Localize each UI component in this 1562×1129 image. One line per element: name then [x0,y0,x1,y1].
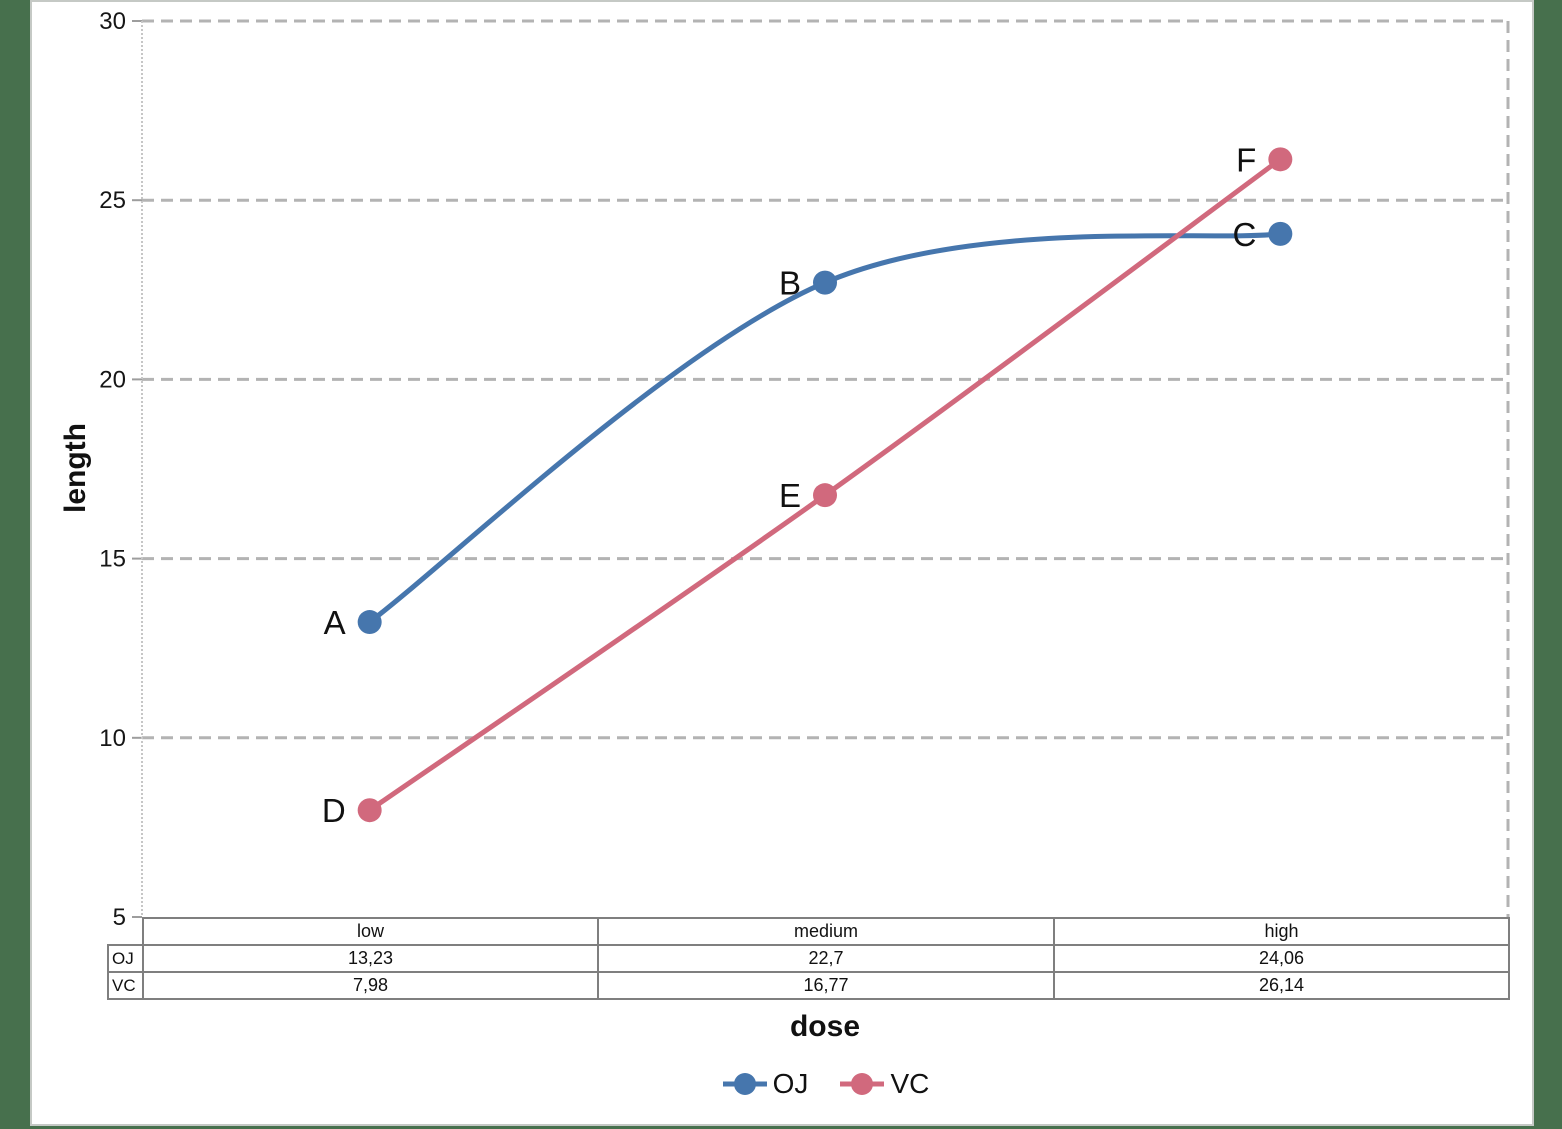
legend-label-vc: VC [890,1068,930,1099]
vc-high-value: 26,14 [1053,971,1510,1000]
y-tick-label-30: 30 [99,8,126,35]
column-header-high: high [1053,917,1510,946]
chart-legend: OJ VC [142,1068,1508,1100]
column-header-medium: medium [597,917,1055,946]
point-label-B: B [779,265,801,302]
row-label-oj: OJ [107,944,144,973]
chart-data-table: low medium high OJ 13,23 22,7 24,06 VC 7… [107,917,1510,1000]
oj-high-value: 24,06 [1053,944,1510,973]
point-label-C: C [1232,216,1256,253]
table-row-vc: VC 7,98 16,77 26,14 [107,971,1510,1000]
point-label-A: A [324,604,346,641]
legend-label-oj: OJ [772,1068,809,1099]
y-tick-label-10: 10 [99,725,126,752]
column-header-low: low [142,917,599,946]
row-label-vc: VC [107,971,144,1000]
line-chart-plot: 5 10 15 20 25 30 A B C D E F [99,8,1510,931]
oj-low-value: 13,23 [142,944,599,973]
data-point-VC-low [357,798,382,823]
x-axis-title: dose [789,1010,861,1043]
vc-line-marker-icon [840,1073,885,1095]
point-label-D: D [322,792,346,829]
y-tick-label-20: 20 [99,366,126,393]
vc-low-value: 7,98 [142,971,599,1000]
chart-page: 5 10 15 20 25 30 A B C D E F length low medium high… [30,0,1534,1126]
legend-item-oj: OJ [721,1068,809,1100]
data-point-VC-medium [813,483,837,508]
table-row-oj: OJ 13,23 22,7 24,06 [107,944,1510,973]
y-axis-title: length [59,423,92,513]
table-corner-blank [108,918,143,945]
y-tick-label-25: 25 [99,187,126,214]
data-point-OJ-medium [813,270,837,295]
y-tick-label-15: 15 [99,546,126,573]
oj-medium-value: 22,7 [597,944,1055,973]
y-tick-label-5: 5 [113,904,126,931]
point-label-E: E [779,477,801,514]
point-label-F: F [1236,141,1256,178]
data-point-OJ-low [357,610,382,635]
vc-medium-value: 16,77 [597,971,1055,1000]
data-point-VC-high [1268,147,1293,172]
legend-item-vc: VC [838,1068,929,1100]
data-point-OJ-high [1268,221,1293,246]
oj-line-marker-icon [722,1073,767,1095]
table-header-row: low medium high [108,917,1510,946]
